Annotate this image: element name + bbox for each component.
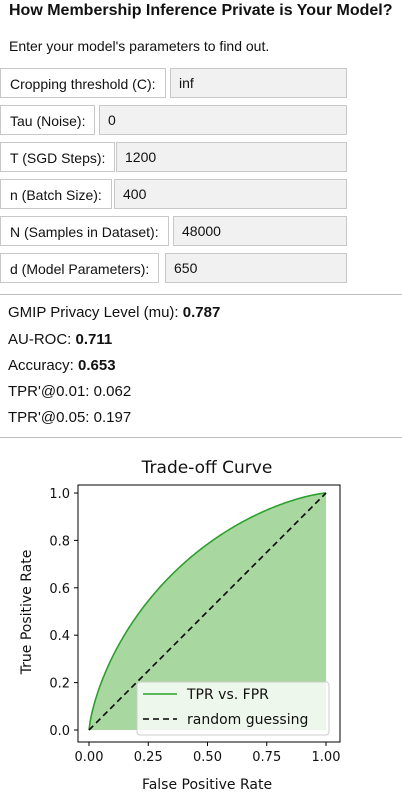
y-tick-label: 0.8	[49, 534, 70, 549]
result-label: TPR'@0.05:	[8, 409, 94, 426]
y-tick-label: 0.4	[49, 629, 70, 644]
legend: TPR vs. FPR random guessing	[136, 681, 330, 736]
samples-in-dataset-input[interactable]	[173, 216, 347, 246]
result-tpr-at-0-01: TPR'@0.01: 0.062	[8, 383, 131, 400]
field-row-model-parameters: d (Model Parameters):	[0, 253, 402, 285]
result-value: 0.787	[182, 304, 221, 321]
field-row-tau-noise: Tau (Noise):	[0, 105, 402, 137]
divider-bottom	[0, 437, 402, 438]
field-row-samples-in-dataset: N (Samples in Dataset):	[0, 216, 402, 248]
y-axis-label: True Positive Rate	[19, 550, 35, 676]
result-value: 0.197	[93, 409, 132, 426]
legend-label-random-guessing: random guessing	[187, 712, 308, 728]
page-subtitle: Enter your model's parameters to find ou…	[9, 38, 270, 54]
y-tick-label: 0.2	[49, 677, 70, 692]
result-label: GMIP Privacy Level (mu):	[8, 304, 183, 321]
result-accuracy: Accuracy: 0.653	[8, 357, 116, 374]
chart-title: Trade-off Curve	[141, 458, 273, 478]
field-row-batch-size: n (Batch Size):	[0, 179, 402, 211]
trade-off-curve-chart: Trade-off Curve False Positive Rate True…	[19, 458, 341, 793]
plot-area	[77, 484, 341, 743]
result-label: AU-ROC:	[8, 331, 76, 348]
field-label-sgd-steps: T (SGD Steps):	[0, 142, 116, 172]
series-line-random-guessing	[88, 492, 327, 731]
batch-size-input[interactable]	[114, 179, 347, 209]
page-title: How Membership Inference Private is Your…	[9, 2, 393, 19]
x-tick-label: 0.00	[75, 750, 104, 765]
plot-frame	[77, 484, 341, 743]
field-label-tau-noise: Tau (Noise):	[0, 105, 96, 135]
axis-ticks: 0.00 0.25 0.50 0.75 1.00 0.0 0.2 0.4 0.6 0.8 1.0	[49, 487, 340, 765]
x-tick-label: 0.25	[134, 750, 163, 765]
field-row-sgd-steps: T (SGD Steps):	[0, 142, 402, 174]
field-row-cropping-threshold: Cropping threshold (C):	[0, 68, 402, 100]
result-value: 0.653	[78, 357, 116, 374]
y-tick-label: 0.0	[49, 724, 70, 739]
result-value: 0.062	[93, 383, 132, 400]
x-tick-label: 1.00	[312, 750, 341, 765]
result-value: 0.711	[75, 331, 113, 348]
field-label-batch-size: n (Batch Size):	[0, 179, 112, 209]
legend-label-tpr-vs-fpr: TPR vs. FPR	[186, 687, 269, 703]
series-line-tpr-vs-fpr	[88, 492, 327, 731]
result-au-roc: AU-ROC: 0.711	[8, 331, 112, 348]
y-tick-label: 0.6	[49, 582, 70, 597]
result-tpr-at-0-05: TPR'@0.05: 0.197	[8, 409, 131, 426]
cropping-threshold-input[interactable]	[170, 68, 347, 98]
x-tick-label: 0.50	[193, 750, 222, 765]
tau-noise-input[interactable]	[99, 105, 347, 135]
result-label: TPR'@0.01:	[8, 383, 94, 400]
x-axis-label: False Positive Rate	[142, 777, 272, 793]
legend-box	[136, 681, 330, 736]
x-tick-label: 0.75	[252, 750, 281, 765]
field-label-cropping-threshold: Cropping threshold (C):	[0, 68, 166, 98]
field-label-samples-in-dataset: N (Samples in Dataset):	[0, 216, 169, 246]
model-parameters-input[interactable]	[165, 253, 347, 283]
y-tick-label: 1.0	[49, 487, 70, 502]
result-label: Accuracy:	[8, 357, 79, 374]
result-gmip-privacy-level: GMIP Privacy Level (mu): 0.787	[8, 304, 220, 321]
field-label-model-parameters: d (Model Parameters):	[0, 253, 160, 283]
divider-top	[0, 294, 402, 295]
sgd-steps-input[interactable]	[116, 142, 347, 172]
